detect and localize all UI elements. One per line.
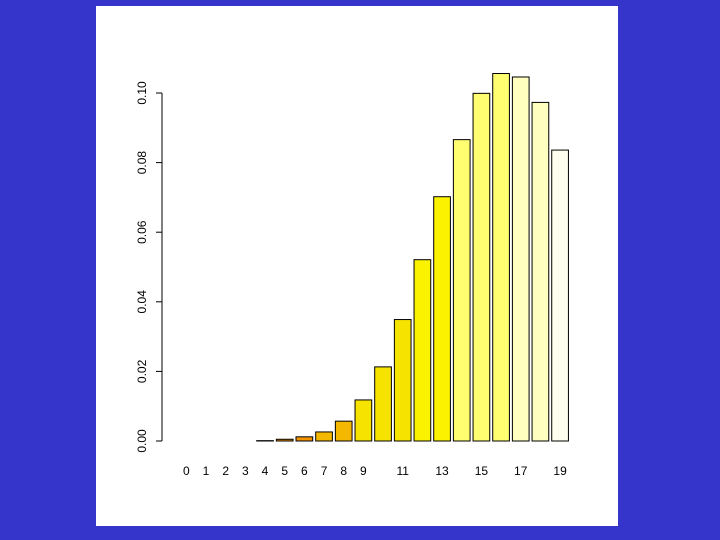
x-tick-label-7: 7 (321, 464, 328, 478)
x-tick-label-15: 15 (475, 464, 489, 478)
bar-8 (334, 420, 353, 442)
bar-10 (374, 366, 392, 442)
bar-5 (275, 438, 294, 442)
x-tick-label-0: 0 (183, 464, 190, 478)
y-tick-label: 0.02 (135, 359, 149, 383)
bars-group (256, 73, 569, 442)
y-axis: 0.00 0.02 0.04 0.06 0.08 0.10 (135, 81, 163, 453)
x-tick-label-11: 11 (396, 464, 409, 478)
x-tick-label-9: 9 (360, 464, 367, 478)
x-tick-label-13: 13 (435, 464, 449, 478)
x-tick-label-17: 17 (514, 464, 528, 478)
bar-7 (315, 431, 333, 442)
bar-12 (413, 259, 432, 442)
bar-17 (511, 76, 530, 442)
bar-18 (531, 101, 550, 442)
bar-15 (472, 92, 491, 442)
bar-13 (433, 196, 451, 442)
x-tick-label-4: 4 (262, 464, 269, 478)
bar-14 (452, 139, 471, 442)
bar-16 (492, 73, 510, 442)
x-tick-label-8: 8 (340, 464, 347, 478)
x-tick-label-19: 19 (553, 464, 567, 478)
y-tick-label: 0.06 (135, 220, 149, 244)
x-tick-label-5: 5 (281, 464, 288, 478)
bar-6 (295, 436, 314, 442)
y-tick-label: 0.10 (135, 81, 149, 105)
x-tick-label-3: 3 (242, 464, 249, 478)
x-tick-label-6: 6 (301, 464, 308, 478)
bar-11 (393, 319, 412, 442)
bar-9 (354, 399, 373, 442)
x-tick-label-2: 2 (222, 464, 229, 478)
y-tick-label: 0.00 (135, 429, 149, 453)
x-axis-labels: 0 1 2 3 4 5 6 7 8 9 11 13 15 17 19 (183, 464, 567, 478)
x-tick-label-1: 1 (203, 464, 210, 478)
bar-chart: 0.00 0.02 0.04 0.06 0.08 0.10 0 1 2 3 4 5 6 7 8 9 11 13 1… (135, 73, 569, 478)
chart-panel: 0.00 0.02 0.04 0.06 0.08 0.10 0 1 2 3 4 5 6 7 8 9 11 13 1… (96, 6, 618, 526)
bar-19 (551, 149, 569, 442)
y-tick-label: 0.04 (135, 290, 149, 314)
y-tick-label: 0.08 (135, 151, 149, 175)
